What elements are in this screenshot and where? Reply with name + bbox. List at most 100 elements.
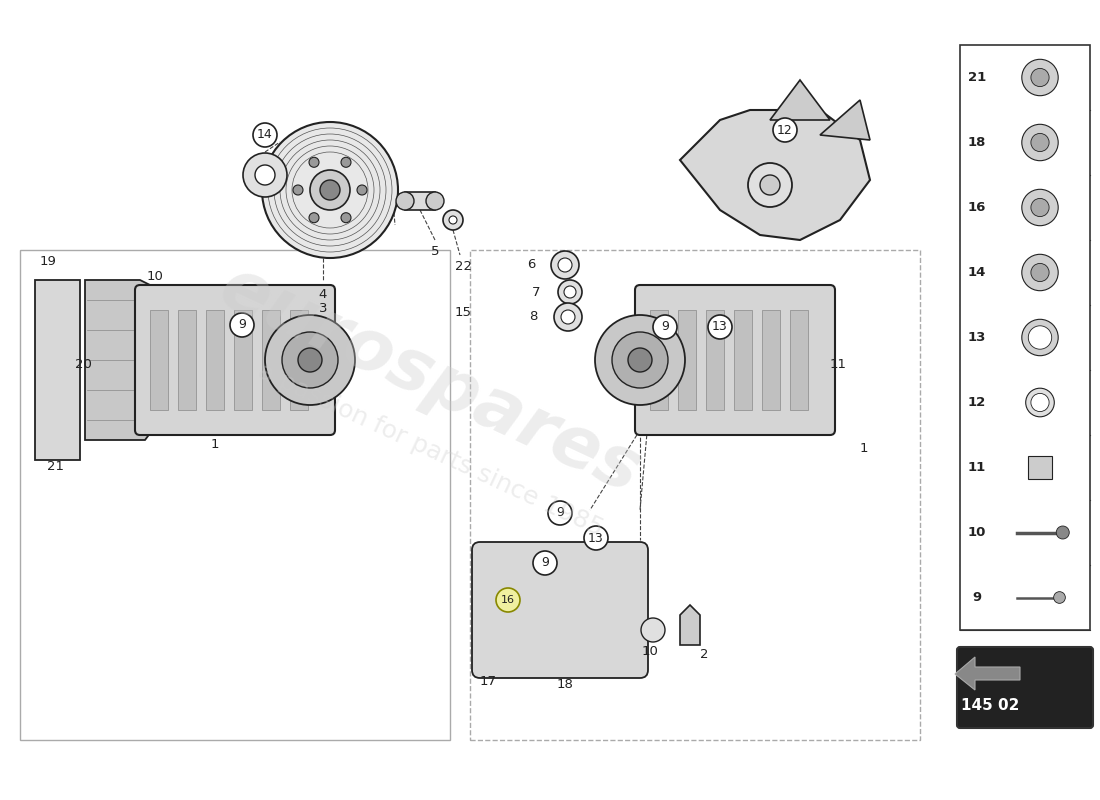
Circle shape [309,158,319,167]
Text: 9: 9 [972,591,981,604]
FancyBboxPatch shape [135,285,336,435]
Circle shape [773,118,798,142]
Circle shape [653,315,676,339]
Circle shape [612,332,668,388]
Circle shape [262,122,398,258]
Circle shape [1028,326,1052,349]
Text: 2: 2 [700,648,708,661]
Circle shape [1031,68,1049,86]
Text: 14: 14 [968,266,987,279]
Circle shape [1031,198,1049,217]
Text: 20: 20 [75,358,92,371]
Bar [650,310,668,410]
Circle shape [1031,394,1049,411]
Text: 9: 9 [238,318,246,331]
Text: 13: 13 [968,331,987,344]
Circle shape [255,165,275,185]
Text: 3: 3 [319,302,328,315]
Circle shape [548,501,572,525]
Circle shape [426,192,444,210]
Bar [290,310,308,410]
Circle shape [253,123,277,147]
Text: 9: 9 [557,506,564,519]
Circle shape [554,303,582,331]
Bar [678,310,696,410]
Circle shape [496,588,520,612]
Bar [234,310,252,410]
Circle shape [564,286,576,298]
Circle shape [558,280,582,304]
Bar [706,310,724,410]
Polygon shape [1028,456,1052,479]
Circle shape [1025,388,1054,417]
Circle shape [358,185,367,195]
Text: 1: 1 [860,442,869,455]
Circle shape [561,310,575,324]
Text: 11: 11 [968,461,986,474]
Polygon shape [680,605,700,645]
Text: 19: 19 [40,255,57,268]
Polygon shape [85,280,160,440]
Text: 16: 16 [500,595,515,605]
Text: 10: 10 [641,645,659,658]
Circle shape [760,175,780,195]
Text: 145 02: 145 02 [960,698,1020,713]
Text: a passion for parts since 1985: a passion for parts since 1985 [253,359,606,541]
Polygon shape [820,100,870,140]
Circle shape [230,313,254,337]
Circle shape [309,213,319,222]
Text: 21: 21 [46,460,64,473]
Bar [178,310,196,410]
Circle shape [341,213,351,222]
Circle shape [1031,134,1049,152]
Text: 14: 14 [257,129,273,142]
Circle shape [1054,592,1065,603]
Text: 12: 12 [777,123,793,137]
Text: 9: 9 [661,321,669,334]
Polygon shape [770,80,830,120]
Polygon shape [680,110,870,240]
Bar [734,310,752,410]
Text: 10: 10 [146,270,164,283]
Circle shape [708,315,732,339]
Bar [470,250,920,740]
Circle shape [558,258,572,272]
Text: 18: 18 [557,678,573,691]
Circle shape [298,348,322,372]
Text: 11: 11 [830,358,847,371]
Text: 10: 10 [968,526,987,539]
Circle shape [293,185,303,195]
Circle shape [265,315,355,405]
Circle shape [1022,319,1058,356]
Circle shape [551,251,579,279]
Circle shape [243,153,287,197]
Circle shape [1022,254,1058,290]
Text: 6: 6 [527,258,535,271]
Bar [762,310,780,410]
FancyBboxPatch shape [957,647,1093,728]
Circle shape [1022,59,1058,96]
Text: 17: 17 [480,675,497,688]
Circle shape [628,348,652,372]
Circle shape [396,192,414,210]
Circle shape [1056,526,1069,539]
Bar [262,310,280,410]
FancyBboxPatch shape [472,542,648,678]
Text: 22: 22 [454,260,472,273]
Circle shape [282,332,338,388]
Text: 1: 1 [211,438,219,451]
Text: 9: 9 [541,557,549,570]
FancyBboxPatch shape [635,285,835,435]
Text: 4: 4 [319,288,327,301]
Text: 12: 12 [968,396,986,409]
Polygon shape [955,657,1020,690]
Bar [405,192,435,210]
Text: 13: 13 [588,531,604,545]
Polygon shape [35,280,80,460]
Circle shape [320,180,340,200]
Bar [960,45,1090,630]
Circle shape [748,163,792,207]
Text: 8: 8 [529,310,538,323]
Circle shape [595,315,685,405]
Bar [20,250,450,740]
